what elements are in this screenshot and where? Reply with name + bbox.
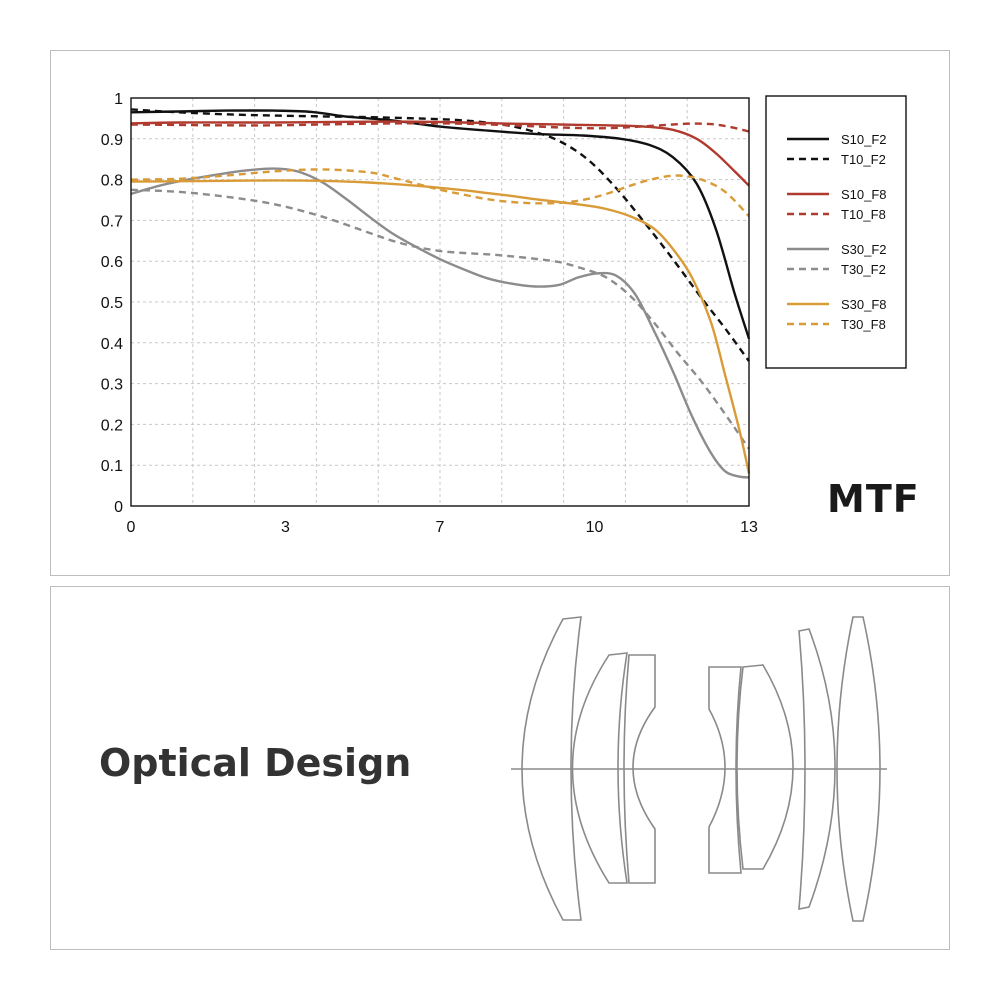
- series-line-t10-f8: [130, 122, 750, 133]
- lens-element-6: [798, 628, 836, 910]
- y-tick-label: 0.2: [101, 417, 123, 434]
- y-tick-label: 0.7: [101, 213, 123, 230]
- lens-diagram: [511, 616, 887, 922]
- legend-label: T30_F2: [841, 262, 886, 277]
- series-line-s10-f2: [130, 109, 751, 340]
- optical-design-title: Optical Design: [99, 741, 412, 785]
- y-tick-label: 1: [114, 91, 123, 108]
- lens-element-1: [521, 616, 582, 921]
- legend-label: T10_F8: [841, 207, 886, 222]
- x-tick-label: 10: [586, 519, 604, 536]
- mtf-chart: 0 0.1 0.2 0.3 0.4 0.5 0.6 0.7 0.8 0.9 1 0 3 7 10 13 S1…: [101, 91, 907, 536]
- plot-frame: [130, 97, 750, 507]
- series-line-s10-f8: [130, 120, 750, 187]
- lens-element-5: [736, 664, 794, 870]
- legend-box: [765, 95, 907, 369]
- series-line-t30-f2: [130, 188, 750, 450]
- chart-grid: [131, 98, 749, 506]
- lens-element-2: [571, 652, 628, 884]
- lens-element-7: [836, 616, 881, 922]
- y-tick-label: 0.4: [101, 336, 123, 353]
- y-tick-label: 0.1: [101, 458, 123, 475]
- y-tick-label: 0.8: [101, 173, 123, 190]
- legend-label: S30_F8: [841, 297, 887, 312]
- chart-series: [130, 108, 751, 479]
- y-tick-label: 0.6: [101, 254, 123, 271]
- y-tick-label: 0: [114, 499, 123, 516]
- y-axis-ticks: 0 0.1 0.2 0.3 0.4 0.5 0.6 0.7 0.8 0.9 1: [101, 91, 123, 516]
- x-tick-label: 13: [740, 519, 758, 536]
- y-tick-label: 0.3: [101, 377, 123, 394]
- mtf-panel: 0 0.1 0.2 0.3 0.4 0.5 0.6 0.7 0.8 0.9 1 0 3 7 10 13 S1…: [50, 50, 950, 576]
- optical-design-panel: Optical Design: [50, 586, 950, 950]
- legend-label: T10_F2: [841, 152, 886, 167]
- y-tick-label: 0.9: [101, 132, 123, 149]
- series-line-s30-f8: [130, 179, 751, 474]
- series-line-t10-f2: [130, 108, 750, 362]
- series-line-t30-f8: [130, 168, 750, 218]
- y-tick-label: 0.5: [101, 295, 123, 312]
- legend-label: S30_F2: [841, 242, 887, 257]
- lens-element-3: [623, 654, 656, 884]
- chart-frame: [130, 97, 750, 507]
- series-line-s30-f2: [130, 167, 750, 479]
- x-tick-label: 7: [436, 519, 445, 536]
- chart-title: MTF: [827, 477, 920, 521]
- chart-legend: S10_F2 T10_F2 S10_F8 T10_F8 S30_F2 T30_F2 S30_…: [765, 95, 907, 369]
- legend-label: S10_F8: [841, 187, 887, 202]
- legend-label: T30_F8: [841, 317, 886, 332]
- legend-label: S10_F2: [841, 132, 887, 147]
- lens-element-4: [708, 666, 742, 874]
- x-tick-label: 3: [281, 519, 290, 536]
- x-tick-label: 0: [127, 519, 136, 536]
- x-axis-ticks: 0 3 7 10 13: [127, 519, 758, 536]
